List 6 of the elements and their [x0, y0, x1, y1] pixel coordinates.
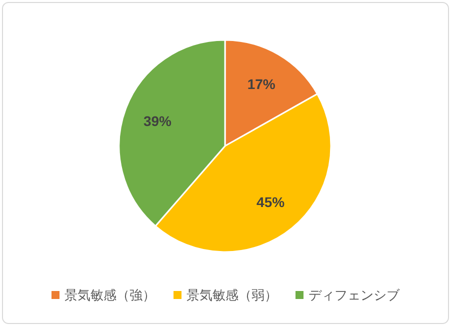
data-label: 17%	[247, 76, 276, 92]
legend-label: ディフェンシブ	[308, 288, 400, 303]
legend-label: 景気敏感（弱）	[186, 288, 278, 303]
data-label: 45%	[256, 194, 286, 210]
data-label: 39%	[143, 112, 172, 129]
legend-label: 景気敏感（強）	[64, 288, 156, 303]
